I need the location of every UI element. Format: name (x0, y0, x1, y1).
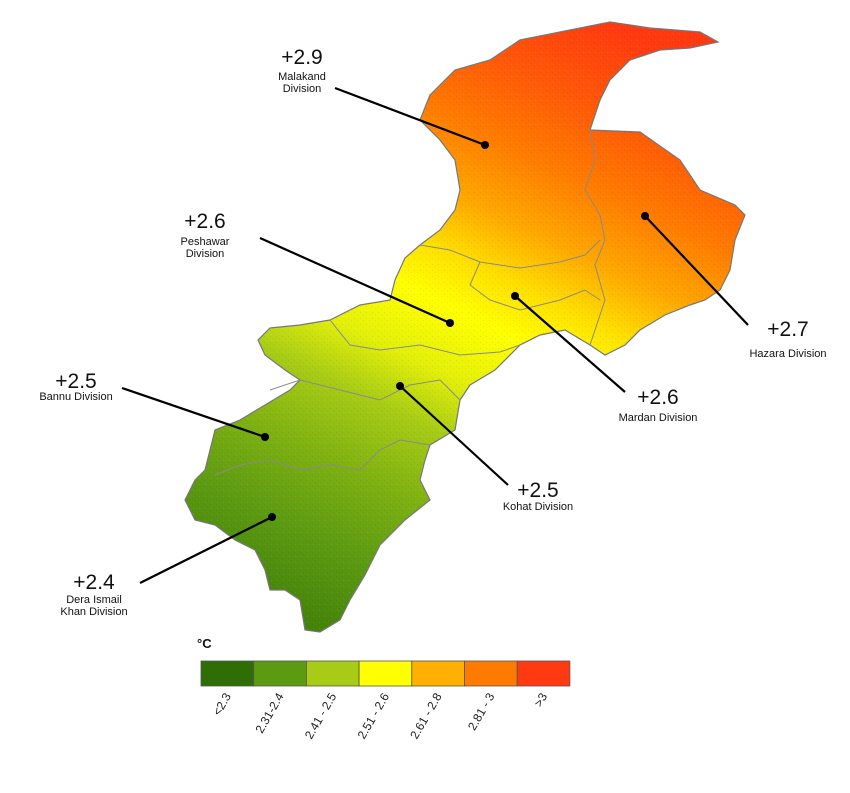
svg-text:+2.5: +2.5 (517, 479, 558, 502)
svg-text:+2.7: +2.7 (767, 318, 808, 341)
legend-swatch (516, 660, 571, 687)
svg-text:Peshawar: Peshawar (181, 236, 230, 248)
legend-swatch (253, 660, 307, 687)
legend-swatch (358, 660, 413, 687)
legend-ticks: <2.3 2.31-2.4 2.41 - 2.5 2.51 - 2.6 2.61 - 2… (210, 690, 550, 741)
legend-swatch (411, 660, 465, 687)
legend: °C <2.3 2.31-2.4 2.41 - 2.5 2.51 - 2.6 2.61 … (197, 636, 571, 741)
legend-swatches (200, 660, 571, 687)
svg-text:+2.4: +2.4 (73, 571, 115, 594)
svg-text:+2.9: +2.9 (281, 46, 322, 69)
svg-text:Mardan Division: Mardan Division (619, 412, 698, 424)
svg-text:+2.6: +2.6 (184, 210, 225, 233)
label-hazara: +2.7 Hazara Division (749, 318, 826, 360)
svg-text:+2.5: +2.5 (55, 370, 96, 393)
svg-text:Kohat Division: Kohat Division (503, 501, 573, 513)
label-bannu: +2.5 Bannu Division (39, 370, 112, 403)
legend-label: 2.41 - 2.5 (302, 690, 340, 741)
svg-text:Division: Division (186, 248, 225, 260)
legend-label: <2.3 (210, 690, 234, 718)
label-dikhan: +2.4 Dera Ismail Khan Division (60, 571, 127, 618)
division-points (261, 141, 649, 521)
svg-text:Bannu Division: Bannu Division (39, 391, 112, 403)
legend-label: 2.81 - 3 (465, 690, 498, 733)
leader-lines (121, 86, 749, 584)
legend-swatch (200, 660, 255, 687)
division-boundaries (214, 129, 606, 476)
svg-text:+2.6: +2.6 (637, 386, 678, 409)
svg-text:Hazara Division: Hazara Division (749, 348, 826, 360)
legend-swatch (464, 660, 518, 687)
svg-text:Dera Ismail: Dera Ismail (66, 594, 122, 606)
legend-label: 2.31-2.4 (253, 690, 287, 735)
svg-text:Khan Division: Khan Division (60, 606, 127, 618)
legend-label: 2.61 - 2.8 (407, 690, 445, 741)
svg-text:Division: Division (283, 83, 322, 95)
svg-text:Malakand: Malakand (278, 71, 326, 83)
label-mardan: +2.6 Mardan Division (619, 386, 698, 424)
label-peshawar: +2.6 Peshawar Division (181, 210, 230, 260)
legend-label: 2.51 - 2.6 (355, 690, 393, 741)
legend-unit: °C (197, 636, 212, 651)
legend-swatch (305, 660, 360, 687)
label-kohat: +2.5 Kohat Division (503, 479, 573, 513)
label-malakand: +2.9 Malakand Division (278, 46, 326, 95)
legend-label: >3 (531, 690, 550, 709)
map-texture (185, 22, 745, 632)
